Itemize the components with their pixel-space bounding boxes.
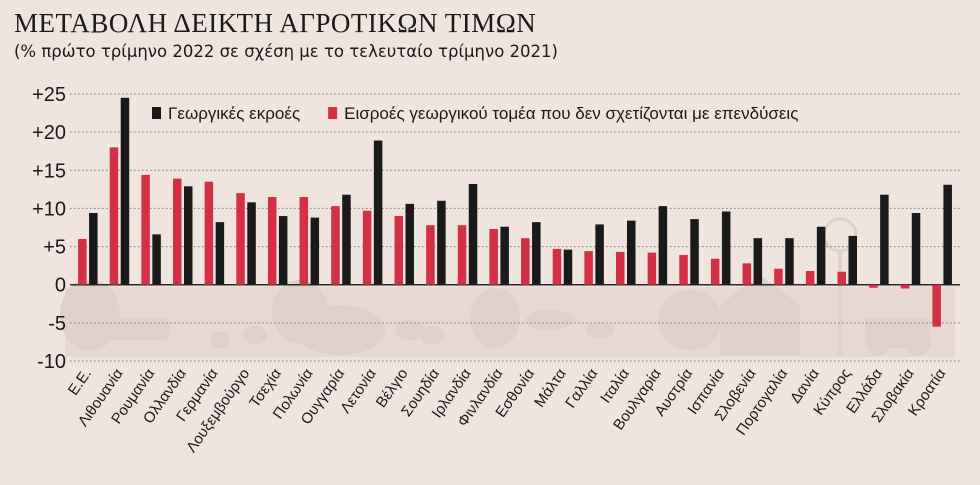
y-tick-label: -5 xyxy=(48,313,66,335)
y-tick-label: +15 xyxy=(32,160,66,182)
bar-outputs xyxy=(911,213,921,285)
chart-title: ΜΕΤΑΒΟΛΗ ΔΕΙΚΤΗ ΑΓΡΟΤΙΚΩΝ ΤΙΜΩΝ xyxy=(14,8,537,38)
bar-inputs xyxy=(267,196,277,285)
bar-inputs xyxy=(616,251,625,285)
bar-outputs xyxy=(753,238,763,285)
bar-outputs xyxy=(278,216,288,285)
bar-inputs xyxy=(173,178,182,285)
legend-swatch xyxy=(328,107,338,119)
bar-outputs xyxy=(215,222,225,285)
x-tick-label: Ε.Ε. xyxy=(65,366,95,399)
bar-inputs xyxy=(805,270,815,285)
y-tick-label: +10 xyxy=(32,198,66,220)
legend-label: Γεωργικές εκροές xyxy=(168,104,300,123)
bar-inputs xyxy=(837,271,846,285)
x-axis-labels: Ε.Ε.ΛιθουανίαΡουμανίαΟλλανδίαΓερμανίαΛου… xyxy=(65,365,950,455)
bar-inputs xyxy=(109,147,119,285)
bar-outputs xyxy=(310,217,320,285)
bar-inputs xyxy=(299,196,309,285)
bar-outputs xyxy=(89,213,98,285)
bar-outputs xyxy=(437,200,446,285)
farm-silhouette-decoration xyxy=(60,217,955,357)
bar-inputs xyxy=(426,225,435,285)
bar-outputs xyxy=(532,222,541,285)
bar-outputs xyxy=(943,184,952,285)
legend: Γεωργικές εκροές Εισροές γεωργικού τομέα … xyxy=(152,104,798,123)
y-tick-label: +5 xyxy=(43,237,66,259)
bar-outputs xyxy=(373,140,383,285)
bar-outputs xyxy=(595,224,604,285)
bar-inputs xyxy=(742,263,752,285)
bar-inputs xyxy=(584,251,593,285)
bar-outputs xyxy=(627,220,636,285)
bar-inputs xyxy=(900,284,910,289)
bar-outputs xyxy=(500,226,509,285)
bar-inputs xyxy=(236,193,245,285)
bars xyxy=(78,97,952,327)
bar-inputs xyxy=(141,174,150,285)
bar-outputs xyxy=(880,194,889,285)
chart-subtitle: (% πρώτο τρίμηνο 2022 σε σχέση με το τελ… xyxy=(14,42,558,61)
bar-outputs xyxy=(342,194,351,285)
bar-outputs xyxy=(563,249,573,285)
bar-outputs xyxy=(721,211,731,285)
bar-inputs xyxy=(489,229,498,285)
legend-swatch xyxy=(152,107,161,119)
bar-inputs xyxy=(679,254,688,285)
bar-inputs xyxy=(774,268,783,285)
bar-inputs xyxy=(552,248,562,285)
legend-label: Εισροές γεωργικού τομέα που δεν σχετίζον… xyxy=(344,104,798,123)
bar-inputs xyxy=(647,252,657,285)
x-tick-label: Γαλλία xyxy=(562,365,601,411)
y-tick-label: +25 xyxy=(32,84,66,106)
bar-inputs xyxy=(521,238,530,285)
bar-outputs xyxy=(848,235,857,285)
bar-outputs xyxy=(120,97,130,285)
bar-inputs xyxy=(78,238,87,285)
bar-outputs xyxy=(152,234,161,285)
y-tick-label: +20 xyxy=(32,122,66,144)
bar-outputs xyxy=(690,219,699,285)
bar-outputs xyxy=(468,184,478,285)
bar-inputs xyxy=(331,206,340,285)
bar-inputs xyxy=(869,284,878,288)
bar-inputs xyxy=(457,225,467,285)
y-tick-label: 0 xyxy=(55,275,66,297)
bar-outputs xyxy=(816,226,826,285)
bar-outputs xyxy=(247,202,256,285)
y-axis-ticks: +25 +20 +15 +10 +5 0 -5 -10 xyxy=(32,84,66,373)
bar-inputs xyxy=(204,181,214,285)
bar-outputs xyxy=(785,238,794,285)
bar-outputs xyxy=(658,206,668,285)
bar-outputs xyxy=(405,203,414,285)
y-tick-label: -10 xyxy=(37,351,66,373)
bar-inputs xyxy=(362,210,372,285)
bar-outputs xyxy=(184,186,193,285)
bar-inputs xyxy=(932,284,941,327)
bar-inputs xyxy=(394,216,403,285)
bar-inputs xyxy=(710,258,720,285)
